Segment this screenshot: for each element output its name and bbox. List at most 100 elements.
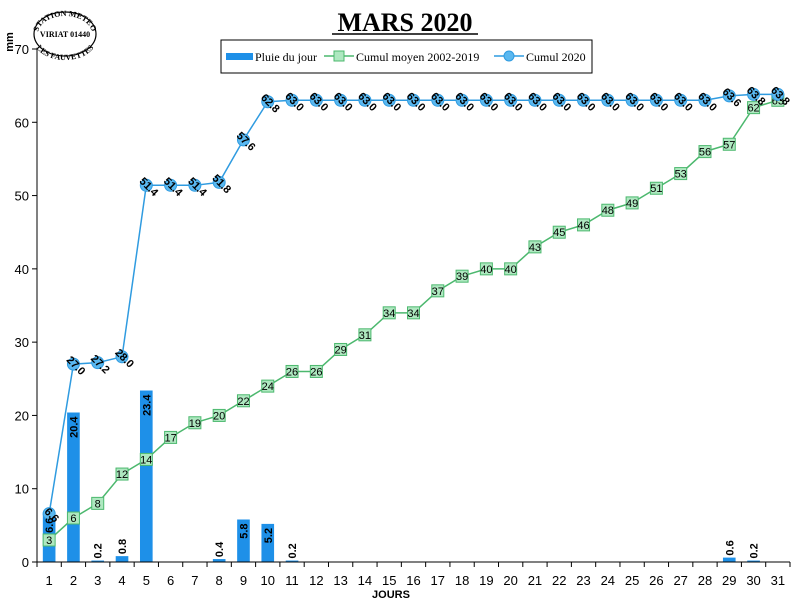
average-cumul-marker [309,364,323,378]
average-cumul-label: 56 [699,147,711,159]
rain-value-label: 0.6 [724,540,736,555]
average-cumul-marker [358,328,372,342]
average-cumul-label: 12 [116,469,128,481]
stamp-line3: LES FAUVETTES [35,43,96,62]
cumul-2020-label: 63.0 [331,90,355,114]
cumul-2020-marker [115,350,129,364]
legend-label-avg: Cumul moyen 2002-2019 [356,50,479,64]
x-axis-label: JOURS [372,589,410,601]
x-tick-label: 7 [191,573,198,588]
cumul-2020-marker [455,93,469,107]
x-tick-label: 2 [70,573,77,588]
x-tick-label: 15 [382,573,396,588]
cumul-2020-marker [358,93,372,107]
average-cumul-marker [382,306,396,320]
stamp-line2: VIRIAT 01440 [40,30,90,39]
average-cumul-marker [115,467,129,481]
average-cumul-marker [164,430,178,444]
x-tick-label: 29 [722,573,736,588]
rain-bar [91,560,105,562]
cumul-2020-marker [479,93,493,107]
rain-bar [139,390,153,562]
average-cumul-marker [747,101,761,115]
cumul-2020-label: 63.0 [428,90,452,114]
legend: Pluie du jour Cumul moyen 2002-2019 Cumu… [220,39,593,74]
cumul-2020-label: 28.0 [112,347,136,371]
x-tick-label: 3 [94,573,101,588]
svg-text:LES FAUVETTES: LES FAUVETTES [35,43,96,62]
x-tick-label: 21 [528,573,542,588]
cumul-2020-label: 63.0 [477,90,501,114]
rain-bar [67,412,80,562]
cumul-2020-marker [649,93,663,107]
x-tick-label: 26 [649,573,663,588]
cumul-2020-label: 63.0 [525,90,549,114]
y-tick-label: 0 [22,555,29,570]
rain-value-label: 0.8 [117,539,129,554]
cumul-2020-marker [212,175,226,189]
average-cumul-marker [649,181,663,195]
x-tick-label: 6 [167,573,174,588]
average-cumul-marker [407,306,420,320]
average-cumul-label: 14 [140,454,152,466]
cumul-2020-label: 63.0 [452,90,476,114]
cumul-2020-marker [164,178,178,192]
x-tick-label: 9 [240,573,247,588]
average-cumul-label: 48 [602,205,614,217]
x-tick-label: 31 [771,573,785,588]
x-tick-label: 5 [143,573,150,588]
cumul-2020-marker [504,93,518,107]
cumul-2020-marker [66,357,80,371]
x-tick-label: 30 [746,573,760,588]
cumul-2020-marker [407,93,420,107]
cumul-2020-label: 63.0 [598,90,622,114]
average-cumul-label: 29 [335,344,347,356]
legend-label-cumul: Cumul 2020 [526,50,586,64]
average-cumul-label: 22 [237,396,249,408]
cumul-2020-marker [285,93,299,107]
cumul-2020-series: 6.627.0 27.2 28.051.4 51.4 51.4 51.857.662.8 6… [42,84,792,525]
average-cumul-marker [552,225,566,239]
cumul-2020-label: 63.0 [647,90,671,114]
average-cumul-marker [698,145,712,159]
cumul-2020-marker [747,87,761,101]
rain-bar [212,559,226,562]
average-cumul-series: 3 6 8 12 14 17 19 20 22 24 26 26 29 31 34 34 37 39 40 40 43 4… [42,93,785,547]
axes: 1 2 3 4 5 6 7 8 9 10 11 12 13 14 15 16 17 18 19 20 21 22 23 24 2… [36,49,791,588]
rain-bar [237,519,250,562]
average-cumul-marker [504,262,518,276]
x-tick-label: 25 [625,573,639,588]
cumul-2020-marker [674,93,688,107]
y-tick-label: 20 [15,408,29,423]
cumul-2020-label: 27.0 [64,354,88,378]
rain-value-label: 5.2 [263,528,275,543]
average-cumul-label: 46 [577,220,589,232]
x-tick-label: 19 [479,573,493,588]
legend-box [220,39,593,74]
average-cumul-marker [625,196,639,210]
average-cumul-label: 6 [70,513,76,525]
x-tick-label: 12 [309,573,323,588]
cumul-2020-marker [625,93,639,107]
cumul-2020-marker [236,133,250,147]
legend-avg-marker [333,50,345,62]
cumul-2020-marker [771,87,785,101]
cumul-2020-marker [334,93,348,107]
cumul-2020-marker [601,93,615,107]
daily-rain-labels: 6.6 20.4 0.2 0.8 23.4 0.4 5.8 5.2 0.2 0.6 0.2 [44,394,760,559]
average-cumul-label: 62 [747,103,759,115]
rain-value-label: 0.2 [93,543,105,558]
legend-label-rain: Pluie du jour [255,50,317,64]
y-tick-label: 70 [15,42,29,57]
cumul-2020-label: 63.0 [282,90,306,114]
average-cumul-marker [188,416,202,430]
cumul-2020-label: 63.0 [695,90,719,114]
x-tick-label: 8 [216,573,223,588]
average-cumul-marker [285,364,299,378]
x-tick-label: 17 [431,573,445,588]
cumul-2020-marker [698,93,712,107]
x-tick-label: 14 [358,573,372,588]
cumul-2020-label: 51.8 [209,172,233,196]
average-cumul-marker [212,408,226,422]
x-tick-label: 22 [552,573,566,588]
